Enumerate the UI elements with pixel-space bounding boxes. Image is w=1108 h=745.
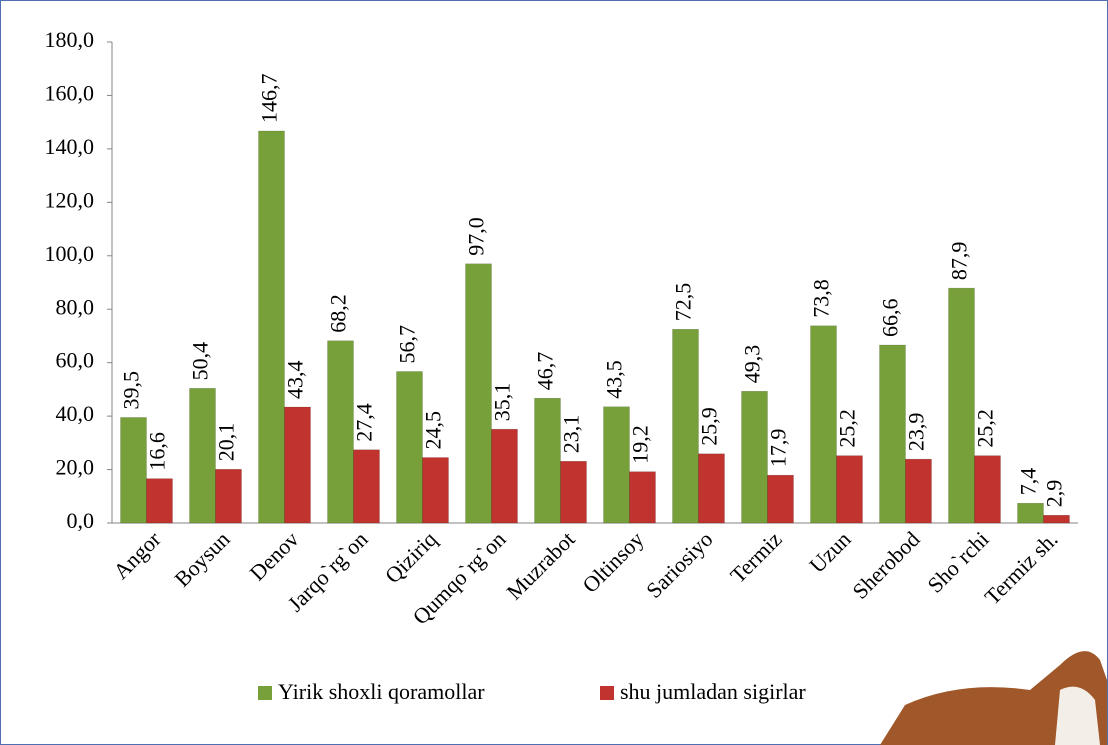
bar [259, 131, 285, 523]
value-label: 7,4 [1016, 468, 1041, 496]
y-tick-label: 60,0 [56, 348, 95, 373]
value-label: 66,6 [878, 299, 903, 338]
bar [906, 459, 932, 523]
bar [354, 450, 380, 523]
value-label: 46,7 [533, 352, 558, 391]
y-tick-label: 160,0 [45, 80, 95, 105]
y-tick-label: 40,0 [56, 401, 95, 426]
bar [328, 341, 354, 523]
legend-label: shu jumladan sigirlar [620, 679, 806, 704]
bar [837, 456, 863, 523]
value-label: 16,6 [145, 432, 170, 471]
y-tick-label: 140,0 [45, 134, 95, 159]
bar [975, 456, 1001, 523]
bar [742, 391, 768, 523]
y-tick-label: 180,0 [45, 27, 95, 52]
value-label: 35,1 [490, 383, 515, 422]
value-label: 49,3 [740, 345, 765, 384]
value-label: 73,8 [809, 279, 834, 318]
bar [811, 326, 837, 523]
value-label: 24,5 [421, 411, 446, 450]
value-label: 25,9 [697, 407, 722, 446]
legend-swatch [600, 686, 614, 700]
value-label: 146,7 [257, 73, 282, 123]
bar [949, 288, 975, 523]
bar [1018, 503, 1044, 523]
bar [604, 407, 630, 523]
value-label: 72,5 [671, 283, 696, 322]
value-label: 25,2 [973, 409, 998, 448]
value-label: 43,5 [602, 360, 627, 399]
bar [466, 264, 492, 523]
value-label: 39,5 [119, 371, 144, 410]
value-label: 43,4 [283, 361, 308, 400]
value-label: 23,1 [559, 415, 584, 454]
legend-label: Yirik shoxli qoramollar [278, 679, 485, 704]
value-label: 25,2 [835, 409, 860, 448]
bar [673, 329, 699, 523]
bar [768, 475, 794, 523]
bar [285, 407, 311, 523]
bar [423, 458, 449, 523]
value-label: 68,2 [326, 294, 351, 333]
bar [699, 454, 725, 523]
bar [397, 371, 423, 523]
bar [880, 345, 906, 523]
y-tick-label: 20,0 [56, 455, 95, 480]
bar [492, 429, 518, 523]
bar [190, 388, 216, 523]
bar [561, 461, 587, 523]
y-tick-label: 0,0 [67, 508, 95, 533]
value-label: 87,9 [947, 242, 972, 281]
bar [1044, 515, 1070, 523]
value-label: 17,9 [766, 429, 791, 468]
value-label: 97,0 [464, 217, 489, 256]
value-label: 23,9 [904, 413, 929, 452]
value-label: 56,7 [395, 325, 420, 364]
value-label: 50,4 [188, 342, 213, 381]
bar [147, 479, 173, 523]
value-label: 2,9 [1042, 480, 1067, 508]
y-tick-label: 120,0 [45, 187, 95, 212]
bar [630, 472, 656, 523]
bar [121, 417, 147, 523]
value-label: 20,1 [214, 423, 239, 462]
chart: 0,0 20,0 40,0 60,0 80,0 100,0 120,0 140,0 160,0 1… [0, 0, 1108, 745]
bar [535, 398, 561, 523]
value-label: 19,2 [628, 425, 653, 464]
value-label: 27,4 [352, 403, 377, 442]
y-tick-label: 100,0 [45, 241, 95, 266]
y-tick-label: 80,0 [56, 294, 95, 319]
legend-swatch [258, 686, 272, 700]
bar [216, 469, 242, 523]
